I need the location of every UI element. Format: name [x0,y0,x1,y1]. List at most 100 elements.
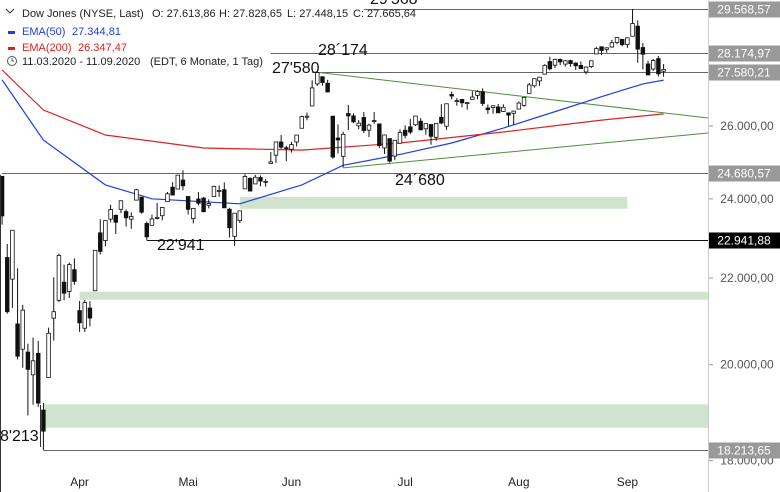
candle-body [284,147,289,150]
candle-body [516,102,522,110]
candle-body [87,307,93,319]
candle-body [82,302,87,329]
support-zone [79,291,709,300]
candle-body [165,193,170,203]
candle-body [495,106,501,114]
level-label: 22.941,88 [717,234,771,248]
info: H: 27.828,65 [219,8,282,20]
candle-body [144,223,149,238]
candle-body [366,124,372,131]
level-box [709,64,780,81]
trendline [343,132,709,169]
candle-body [263,180,268,183]
candle-body [253,176,258,185]
level-box [709,1,780,18]
candle-body [656,58,661,75]
candle-body [92,249,98,292]
candle-body [382,134,387,149]
candle-body [206,203,211,206]
candle-body [475,91,480,96]
candle-body [402,129,408,136]
y-tick-label: 22.000,00 [720,271,774,285]
annotation: 8'213 [0,428,39,445]
candle-body [392,139,398,157]
candle-body [315,72,320,85]
candle-body [521,97,527,106]
candle-body [599,46,604,51]
level-box [709,232,780,249]
candle-body [56,255,62,301]
candle-body [449,94,454,97]
candle-body [180,179,186,187]
candle-body [485,107,491,111]
candle-body [526,84,532,94]
support-zone [239,196,628,209]
candle-body [41,409,46,432]
legend-value: 27.344,81 [72,26,121,38]
candle-body [335,137,341,141]
candle-body [61,281,67,294]
candle-body [232,212,237,237]
period-note: (EDT, 6 Monate, 1 Tag) [150,56,263,68]
candle-body [480,91,485,104]
candle-body [428,124,434,137]
candle-body [490,105,496,108]
chart-title: Dow Jones (NYSE, Last) [22,8,144,20]
candle-body [30,360,36,376]
candle-body [625,37,630,45]
candle-body [98,232,103,252]
candle-body [346,113,351,117]
candle-body [630,23,635,37]
candle-body [185,196,191,210]
candle-body [154,217,160,219]
candle-body [506,112,511,116]
candle-body [547,61,553,70]
candle-body [299,116,305,129]
level-box [709,442,780,459]
candle-body [320,76,325,83]
candle-body [227,208,232,229]
candle-body [583,66,589,73]
candle-body [635,25,640,50]
candle-body [423,123,429,130]
candle-body [20,309,25,350]
candle-body [149,218,155,226]
candle-body [36,352,41,404]
legend-value: 26.347,47 [78,42,127,54]
candle-body [645,63,651,76]
candle-body [103,220,108,241]
candle-body [160,207,165,217]
candle-body [108,209,113,220]
clock-icon [11,58,14,62]
period: 11.03.2020 - 11.09.2020 [22,56,140,68]
candle-body [501,106,506,112]
candle-body [191,208,196,219]
trendline [317,71,709,119]
candle-body [444,103,449,127]
candle-body [609,42,615,48]
candle-body [459,99,465,104]
candle-body [470,96,475,100]
ema-line [1,69,664,151]
candle-body [640,47,646,55]
candle-body [170,186,175,196]
candle-body [532,78,537,87]
ema-line [1,79,664,205]
candle-body [356,122,361,127]
annotation: 22'941 [157,237,205,254]
collapse-icon[interactable] [5,8,15,14]
clock-icon [7,56,17,66]
plot [0,8,709,451]
level-box [709,165,780,182]
legend-label: EMA(50) [22,26,65,38]
candle-body [418,120,423,131]
x-tick-label: Aug [508,475,529,489]
x-tick-label: Mai [178,475,197,489]
legend-swatch [8,31,15,34]
candle-body [361,117,367,131]
candle-body [139,196,144,213]
candle-body [439,116,444,124]
candle-body [211,185,217,198]
candle-body [25,351,31,370]
x-tick-label: Jun [282,475,301,489]
